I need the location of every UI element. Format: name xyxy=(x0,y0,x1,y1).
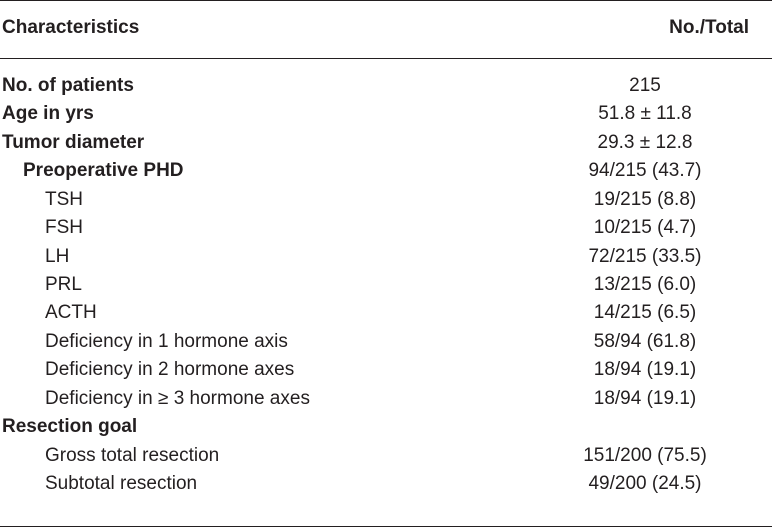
row-label: TSH xyxy=(45,189,83,210)
row-label: Deficiency in 1 hormone axis xyxy=(45,331,288,352)
row-label: Deficiency in 2 hormone axes xyxy=(45,359,295,380)
table-row: ACTH 14/215 (6.5) xyxy=(0,300,772,326)
header-rule xyxy=(0,58,772,59)
table-row: Preoperative PHD 94/215 (43.7) xyxy=(0,158,772,184)
table-row: Subtotal resection 49/200 (24.5) xyxy=(0,471,772,497)
row-label: PRL xyxy=(45,274,82,295)
row-value: 18/94 (19.1) xyxy=(593,388,697,409)
header-no-total: No./Total xyxy=(669,17,749,38)
row-value: 13/215 (6.0) xyxy=(593,274,697,295)
row-value: 51.8 ± 11.8 xyxy=(598,103,692,124)
row-value: 151/200 (75.5) xyxy=(583,445,707,466)
table-row: Resection goal xyxy=(0,414,772,440)
table-row: TSH 19/215 (8.8) xyxy=(0,187,772,213)
row-value: 29.3 ± 12.8 xyxy=(597,132,693,153)
bottom-rule xyxy=(0,526,772,527)
header-characteristics: Characteristics xyxy=(2,17,140,38)
row-label: FSH xyxy=(45,217,83,238)
row-label: Subtotal resection xyxy=(45,473,198,494)
row-label: LH xyxy=(45,246,70,267)
table-row: No. of patients 215 xyxy=(0,73,772,99)
row-label: No. of patients xyxy=(2,75,134,96)
row-value: 14/215 (6.5) xyxy=(593,302,697,323)
row-label: Gross total resection xyxy=(45,445,220,466)
table-row: Gross total resection 151/200 (75.5) xyxy=(0,443,772,469)
row-label: Age in yrs xyxy=(2,103,94,124)
row-value: 215 xyxy=(629,75,661,96)
row-label: Resection goal xyxy=(2,416,138,437)
row-value: 94/215 (43.7) xyxy=(588,160,702,181)
row-label: Deficiency in ≥ 3 hormone axes xyxy=(45,388,310,409)
row-value: 18/94 (19.1) xyxy=(593,359,697,380)
row-value: 58/94 (61.8) xyxy=(593,331,697,352)
table-row: Deficiency in 1 hormone axis 58/94 (61.8… xyxy=(0,329,772,355)
table-row: LH 72/215 (33.5) xyxy=(0,244,772,270)
table-row: FSH 10/215 (4.7) xyxy=(0,215,772,241)
row-label: Tumor diameter xyxy=(2,132,145,153)
row-value: 19/215 (8.8) xyxy=(593,189,697,210)
table-row: Deficiency in 2 hormone axes 18/94 (19.1… xyxy=(0,357,772,383)
row-value: 49/200 (24.5) xyxy=(588,473,702,494)
table-row: PRL 13/215 (6.0) xyxy=(0,272,772,298)
table-row: Deficiency in ≥ 3 hormone axes 18/94 (19… xyxy=(0,386,772,412)
row-value: 10/215 (4.7) xyxy=(593,217,697,238)
row-value: 72/215 (33.5) xyxy=(588,246,702,267)
row-label: ACTH xyxy=(45,302,97,323)
table-row: Tumor diameter 29.3 ± 12.8 xyxy=(0,130,772,156)
top-rule xyxy=(0,0,772,1)
row-label: Preoperative PHD xyxy=(23,160,184,181)
table-row: Age in yrs 51.8 ± 11.8 xyxy=(0,101,772,127)
